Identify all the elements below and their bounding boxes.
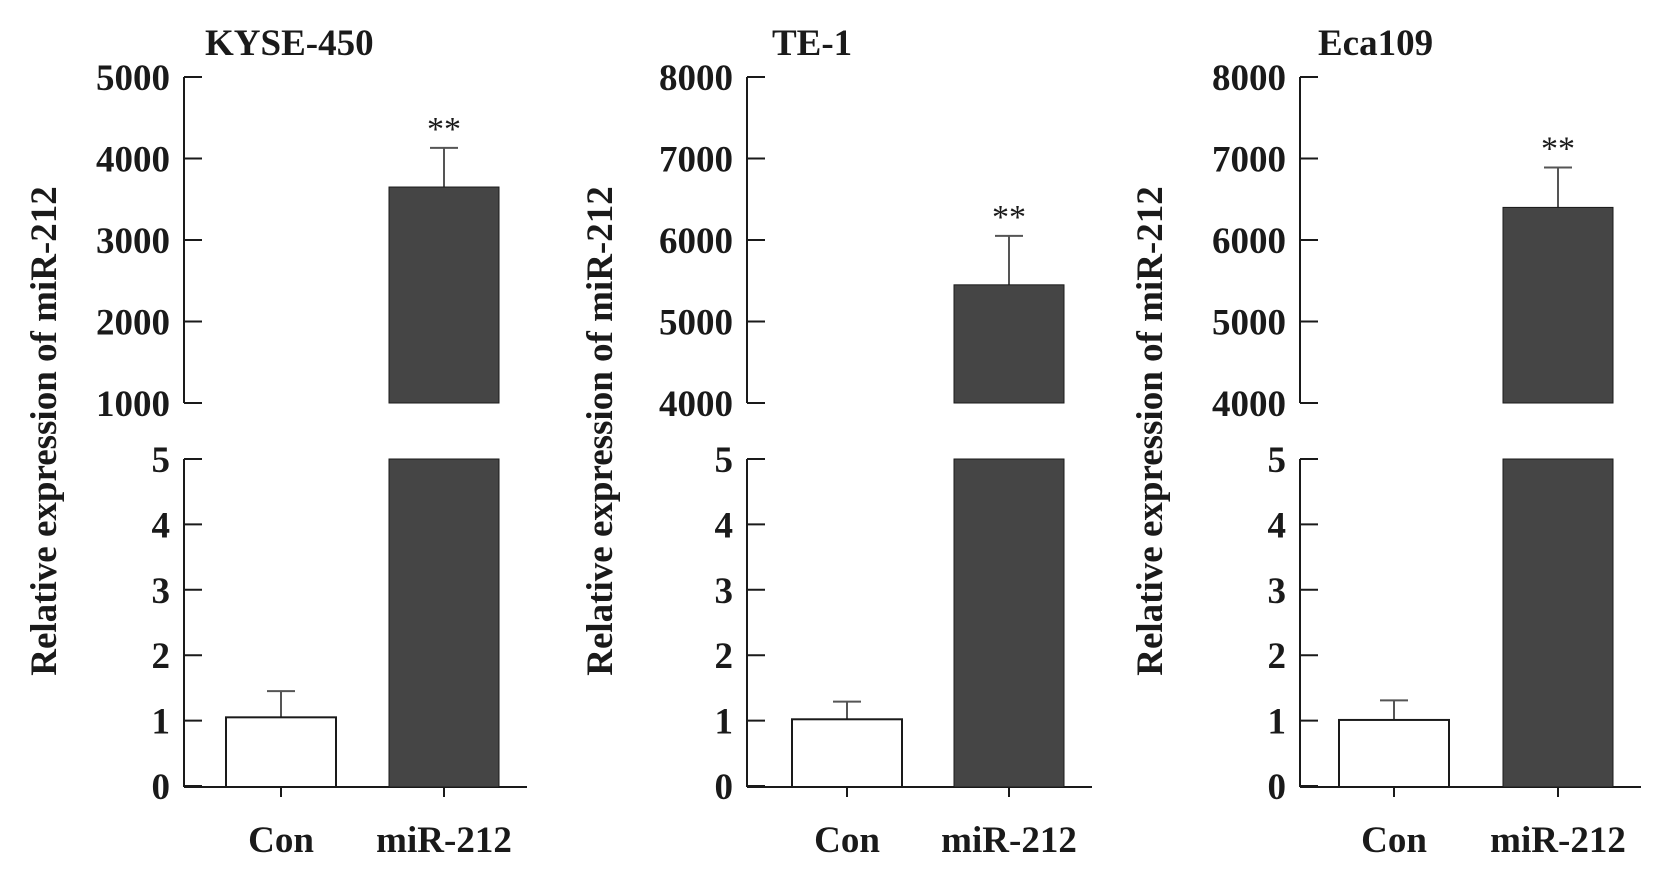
x-category-label: miR-212	[1490, 820, 1626, 861]
bar-upper-segment	[388, 186, 500, 404]
chart-panel-3: Eca109 Relative expression of miR-212 4000…	[1130, 23, 1641, 861]
bar-upper-segment	[1502, 206, 1614, 404]
chart-title: TE-1	[772, 23, 852, 64]
bar-lower-segment	[953, 458, 1065, 788]
x-category-label: Con	[1361, 820, 1427, 861]
y-tick-label-lower: 5	[1268, 440, 1287, 481]
y-tick-label-upper: 4000	[1212, 384, 1286, 425]
y-tick-label-upper: 5000	[659, 303, 733, 344]
y-tick-label-lower: 0	[152, 767, 171, 808]
chart-title: Eca109	[1318, 23, 1433, 64]
chart-title: KYSE-450	[205, 23, 374, 64]
y-tick-label-lower: 4	[715, 505, 734, 546]
y-tick-label-lower: 2	[1268, 636, 1287, 677]
y-tick-label-upper: 4000	[659, 384, 733, 425]
y-tick-label-upper: 5000	[1212, 303, 1286, 344]
y-tick-label-lower: 3	[715, 571, 734, 612]
y-tick-label-upper: 1000	[96, 384, 170, 425]
y-axis-label: Relative expression of miR-212	[1130, 186, 1171, 676]
significance-marker: **	[1541, 130, 1575, 167]
y-tick-label-lower: 0	[1268, 767, 1287, 808]
x-category-label: miR-212	[376, 820, 512, 861]
bar-upper-segment	[953, 284, 1065, 404]
y-tick-label-lower: 1	[715, 702, 734, 743]
y-tick-label-lower: 2	[152, 636, 171, 677]
y-tick-label-upper: 8000	[659, 58, 733, 99]
y-tick-label-lower: 3	[1268, 571, 1287, 612]
y-tick-label-lower: 1	[152, 702, 171, 743]
y-tick-label-upper: 3000	[96, 221, 170, 262]
y-tick-label-upper: 7000	[1212, 140, 1286, 181]
y-tick-label-upper: 2000	[96, 303, 170, 344]
bar	[791, 718, 903, 788]
y-tick-label-lower: 4	[152, 505, 171, 546]
y-tick-label-lower: 0	[715, 767, 734, 808]
bar-lower-segment	[388, 458, 500, 788]
y-tick-label-lower: 3	[152, 571, 171, 612]
y-tick-label-lower: 5	[152, 440, 171, 481]
y-axis-label: Relative expression of miR-212	[580, 186, 621, 676]
y-axis-label: Relative expression of miR-212	[24, 186, 65, 676]
y-tick-label-lower: 2	[715, 636, 734, 677]
bar	[1338, 718, 1450, 788]
bar	[225, 716, 337, 789]
bar-lower-segment	[1502, 458, 1614, 788]
significance-marker: **	[992, 199, 1026, 236]
y-tick-label-lower: 5	[715, 440, 734, 481]
y-tick-label-upper: 6000	[1212, 221, 1286, 262]
y-tick-label-upper: 6000	[659, 221, 733, 262]
significance-marker: **	[427, 111, 461, 148]
y-tick-label-upper: 7000	[659, 140, 733, 181]
x-category-label: Con	[248, 820, 314, 861]
y-tick-label-lower: 1	[1268, 702, 1287, 743]
y-tick-label-upper: 8000	[1212, 58, 1286, 99]
y-tick-label-lower: 4	[1268, 505, 1287, 546]
y-tick-label-upper: 5000	[96, 58, 170, 99]
x-category-label: Con	[814, 820, 880, 861]
x-category-label: miR-212	[941, 820, 1077, 861]
y-tick-label-upper: 4000	[96, 140, 170, 181]
